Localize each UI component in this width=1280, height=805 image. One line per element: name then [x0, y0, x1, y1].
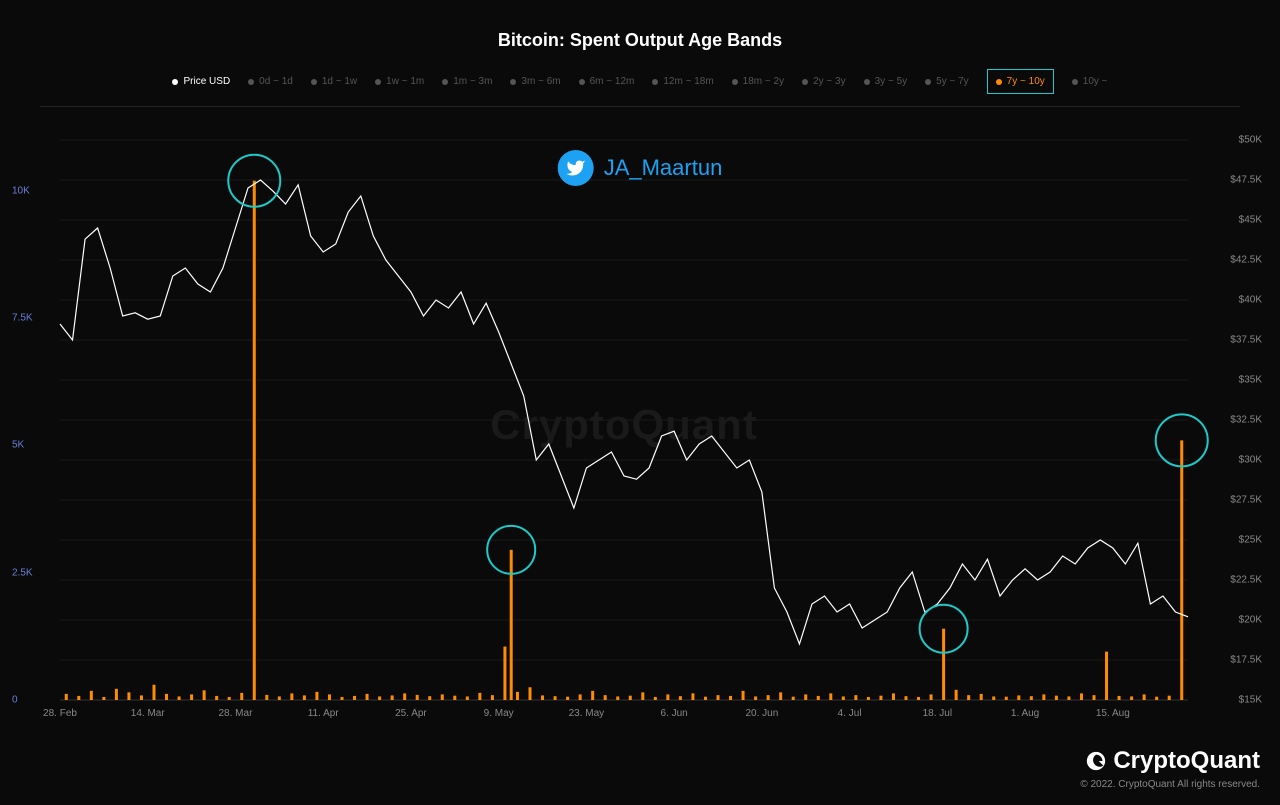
- brand-logo-icon: [1085, 750, 1107, 772]
- y-left-tick: 0: [12, 695, 18, 706]
- x-tick: 9. May: [484, 708, 514, 719]
- divider: [40, 106, 1240, 107]
- legend-item[interactable]: 3y ~ 5y: [864, 76, 908, 87]
- legend-item[interactable]: 6m ~ 12m: [579, 76, 635, 87]
- legend-item[interactable]: 12m ~ 18m: [652, 76, 713, 87]
- x-tick: 1. Aug: [1011, 708, 1039, 719]
- y-left-tick: 10K: [12, 185, 30, 196]
- y-left-tick: 2.5K: [12, 567, 33, 578]
- legend-item[interactable]: 2y ~ 3y: [802, 76, 846, 87]
- x-tick: 20. Jun: [745, 708, 778, 719]
- y-right-tick: $25K: [1239, 535, 1262, 546]
- x-tick: 6. Jun: [661, 708, 688, 719]
- legend-item[interactable]: 18m ~ 2y: [732, 76, 784, 87]
- y-left-tick: 5K: [12, 440, 24, 451]
- x-tick: 14. Mar: [131, 708, 165, 719]
- twitter-handle: JA_Maartun: [604, 155, 723, 181]
- footer: CryptoQuant © 2022. CryptoQuant All righ…: [1080, 747, 1260, 790]
- twitter-icon: [558, 150, 594, 186]
- x-tick: 18. Jul: [923, 708, 952, 719]
- brand-name: CryptoQuant: [1113, 747, 1260, 775]
- x-tick: 25. Apr: [395, 708, 427, 719]
- y-right-tick: $50K: [1239, 135, 1262, 146]
- x-tick: 28. Feb: [43, 708, 77, 719]
- x-tick: 23. May: [569, 708, 605, 719]
- twitter-tag: JA_Maartun: [558, 150, 723, 186]
- legend-item[interactable]: 1d ~ 1w: [311, 76, 357, 87]
- y-left-tick: 7.5K: [12, 313, 33, 324]
- y-right-tick: $47.5K: [1230, 175, 1262, 186]
- y-right-tick: $15K: [1239, 695, 1262, 706]
- legend-item[interactable]: 0d ~ 1d: [248, 76, 293, 87]
- y-right-tick: $40K: [1239, 295, 1262, 306]
- legend-item[interactable]: 1w ~ 1m: [375, 76, 424, 87]
- chart-plot-area: CryptoQuant: [28, 130, 1220, 720]
- y-right-tick: $22.5K: [1230, 575, 1262, 586]
- y-right-tick: $20K: [1239, 615, 1262, 626]
- y-right-tick: $27.5K: [1230, 495, 1262, 506]
- x-tick: 11. Apr: [308, 708, 339, 719]
- y-right-tick: $30K: [1239, 455, 1262, 466]
- y-right-tick: $37.5K: [1230, 335, 1262, 346]
- x-tick: 4. Jul: [838, 708, 862, 719]
- chart-svg: [28, 130, 1220, 720]
- y-right-tick: $17.5K: [1230, 655, 1262, 666]
- legend: Price USD 0d ~ 1d 1d ~ 1w 1w ~ 1m 1m ~ 3m 3m …: [0, 69, 1280, 94]
- brand-logo: CryptoQuant: [1080, 747, 1260, 775]
- y-right-tick: $32.5K: [1230, 415, 1262, 426]
- y-right-tick: $42.5K: [1230, 255, 1262, 266]
- y-right-tick: $45K: [1239, 215, 1262, 226]
- legend-item[interactable]: 1m ~ 3m: [442, 76, 492, 87]
- copyright: © 2022. CryptoQuant All rights reserved.: [1080, 779, 1260, 790]
- legend-item[interactable]: Price USD: [172, 76, 230, 87]
- x-tick: 15. Aug: [1096, 708, 1130, 719]
- legend-item[interactable]: 7y ~ 10y: [987, 69, 1054, 94]
- legend-item[interactable]: 5y ~ 7y: [925, 76, 969, 87]
- chart-title: Bitcoin: Spent Output Age Bands: [0, 0, 1280, 51]
- y-right-tick: $35K: [1239, 375, 1262, 386]
- legend-item[interactable]: 10y ~: [1072, 76, 1108, 87]
- x-tick: 28. Mar: [219, 708, 253, 719]
- legend-item[interactable]: 3m ~ 6m: [510, 76, 560, 87]
